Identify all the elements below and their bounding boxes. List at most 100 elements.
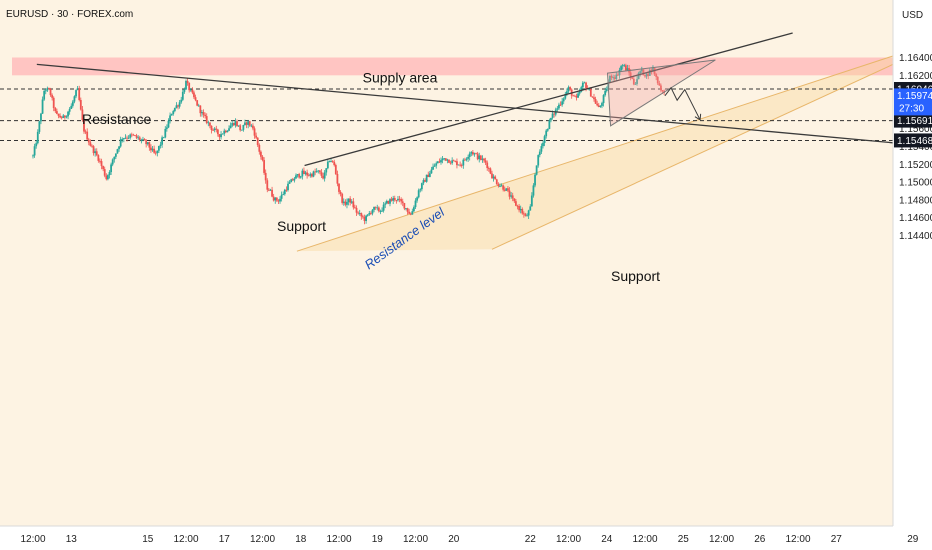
candle: [511, 192, 514, 202]
candle: [68, 107, 71, 115]
candle: [626, 64, 629, 71]
candle-body: [459, 164, 462, 166]
candle-body: [562, 98, 565, 102]
candle-body: [556, 108, 559, 110]
candle: [43, 88, 46, 101]
candle: [250, 123, 253, 128]
candle-body: [535, 165, 538, 175]
candle: [256, 137, 259, 147]
candle: [260, 150, 262, 160]
candle-body: [575, 95, 578, 98]
candle-body: [401, 201, 404, 203]
candle: [342, 198, 345, 206]
candle: [162, 136, 165, 139]
candle-body: [468, 153, 471, 157]
candle: [513, 198, 516, 203]
support-annotation-left: Support: [277, 218, 326, 234]
projection-arrowhead: [694, 113, 702, 121]
candle: [67, 110, 69, 120]
candle: [567, 85, 570, 94]
candle: [561, 97, 564, 107]
candle-body: [398, 198, 401, 200]
candle: [288, 180, 291, 184]
candle-body: [309, 174, 312, 176]
candle: [475, 152, 477, 155]
candle-body: [462, 159, 465, 166]
candle-body: [67, 111, 69, 117]
candle-body: [634, 83, 637, 85]
candle: [103, 166, 106, 178]
candle-body: [91, 145, 93, 147]
candle-body: [49, 89, 52, 96]
candle-body: [209, 122, 211, 126]
candle: [142, 136, 144, 142]
candle: [420, 182, 423, 192]
candle-body: [247, 121, 250, 125]
candle: [487, 166, 490, 172]
candle-body: [362, 216, 364, 218]
x-tick-label-6: 18: [295, 534, 307, 545]
candle-body: [290, 179, 293, 183]
candle-body: [567, 87, 570, 92]
candle: [422, 178, 425, 186]
candle-body: [145, 140, 148, 145]
candle: [596, 100, 599, 107]
candle-body: [261, 156, 264, 161]
candle-body: [537, 155, 540, 166]
candle: [285, 186, 288, 192]
candle: [484, 157, 487, 166]
candle-body: [102, 166, 105, 170]
candle-body: [464, 159, 466, 161]
candle-body: [580, 87, 583, 92]
candle: [301, 168, 304, 180]
candle: [197, 103, 200, 107]
candle: [605, 86, 608, 93]
candle-body: [400, 199, 403, 202]
candle-body: [311, 174, 313, 177]
candle: [529, 204, 532, 211]
candle-body: [432, 166, 434, 170]
candle-body: [317, 170, 320, 172]
candle: [311, 172, 313, 178]
candle-body: [158, 145, 160, 151]
candle-body: [456, 161, 458, 166]
candle-body: [354, 207, 356, 209]
candle-body: [369, 213, 372, 214]
candle-body: [494, 176, 497, 180]
candle-body: [306, 172, 309, 176]
candle: [223, 128, 226, 137]
candle: [199, 105, 202, 117]
candle-body: [392, 197, 395, 201]
candle: [363, 214, 366, 225]
candle: [387, 200, 390, 205]
y-tick-label-8: 1.14800: [899, 195, 932, 206]
candle: [346, 198, 348, 209]
candle-body: [148, 142, 151, 148]
candle-body: [224, 130, 227, 133]
candle: [271, 186, 273, 198]
candle: [558, 102, 560, 110]
candle-body: [605, 89, 608, 91]
candle-body: [110, 164, 112, 173]
candle: [486, 160, 489, 171]
candle-body: [325, 168, 328, 173]
candle: [465, 157, 468, 162]
candle: [483, 157, 485, 163]
candle-body: [186, 80, 189, 83]
candle-body: [467, 156, 469, 159]
candle-body: [522, 213, 525, 215]
candle: [107, 174, 109, 181]
candle-body: [648, 69, 651, 76]
candle: [373, 206, 375, 213]
candle: [347, 198, 350, 206]
candle-body: [232, 123, 235, 126]
candle-body: [173, 107, 176, 112]
candle-body: [440, 160, 442, 163]
candle-body: [551, 113, 554, 118]
candle-body: [146, 142, 149, 145]
candle-body: [314, 171, 316, 173]
candle: [175, 102, 178, 109]
candle: [326, 159, 329, 170]
candle-body: [578, 91, 581, 94]
